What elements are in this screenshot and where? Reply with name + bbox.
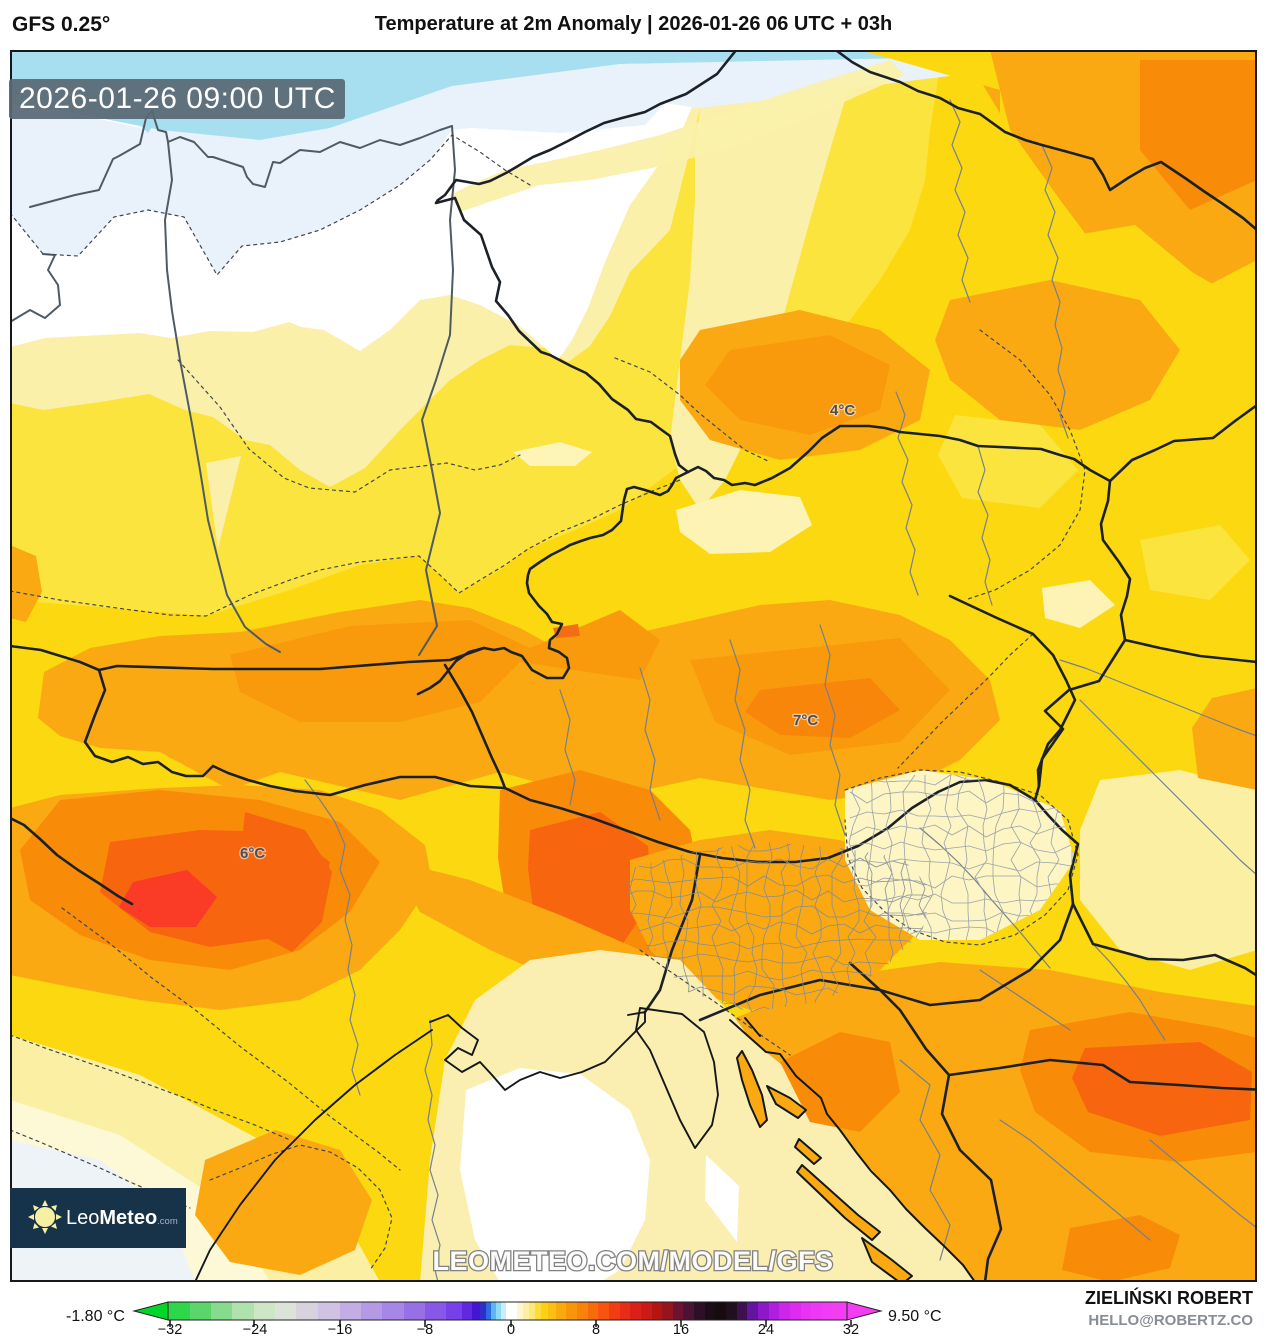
svg-text:LEOMETEO.COM/MODEL/GFS: LEOMETEO.COM/MODEL/GFS <box>433 1246 834 1276</box>
svg-text:LeoMeteo.com: LeoMeteo.com <box>66 1207 178 1229</box>
svg-text:4°C: 4°C <box>830 402 855 419</box>
svg-text:6°C: 6°C <box>240 845 265 862</box>
svg-text:7°C: 7°C <box>793 712 818 729</box>
